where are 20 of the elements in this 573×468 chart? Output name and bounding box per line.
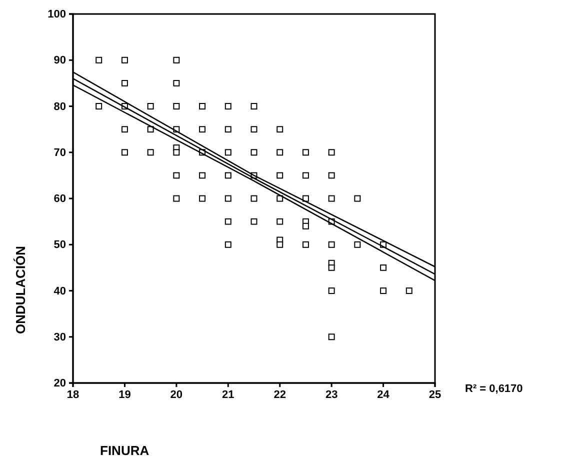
y-axis-title: ONDULACIÓN — [13, 246, 28, 334]
text: R² = 0,6170 — [465, 383, 523, 395]
y-tick-label: 100 — [48, 8, 66, 21]
y-tick-label: 80 — [54, 100, 66, 113]
x-tick-label: 24 — [377, 388, 390, 401]
x-tick-label: 25 — [428, 388, 442, 401]
x-tick-label: 21 — [222, 388, 234, 401]
y-tick-label: 30 — [54, 331, 66, 344]
y-tick-label: 60 — [54, 193, 66, 206]
y-tick-label: 90 — [54, 54, 66, 67]
y-tick-label: 20 — [54, 378, 66, 390]
x-tick-label: 20 — [170, 388, 183, 401]
x-tick-label: 22 — [274, 388, 286, 401]
y-tick-label: 40 — [54, 285, 66, 298]
x-axis-title: FINURA — [100, 443, 150, 458]
x-tick-label: 23 — [325, 388, 338, 401]
x-tick-label: 18 — [66, 388, 80, 401]
y-tick-label: 70 — [54, 146, 66, 159]
y-tick-label: 50 — [54, 239, 66, 252]
x-tick-label: 19 — [118, 388, 131, 401]
